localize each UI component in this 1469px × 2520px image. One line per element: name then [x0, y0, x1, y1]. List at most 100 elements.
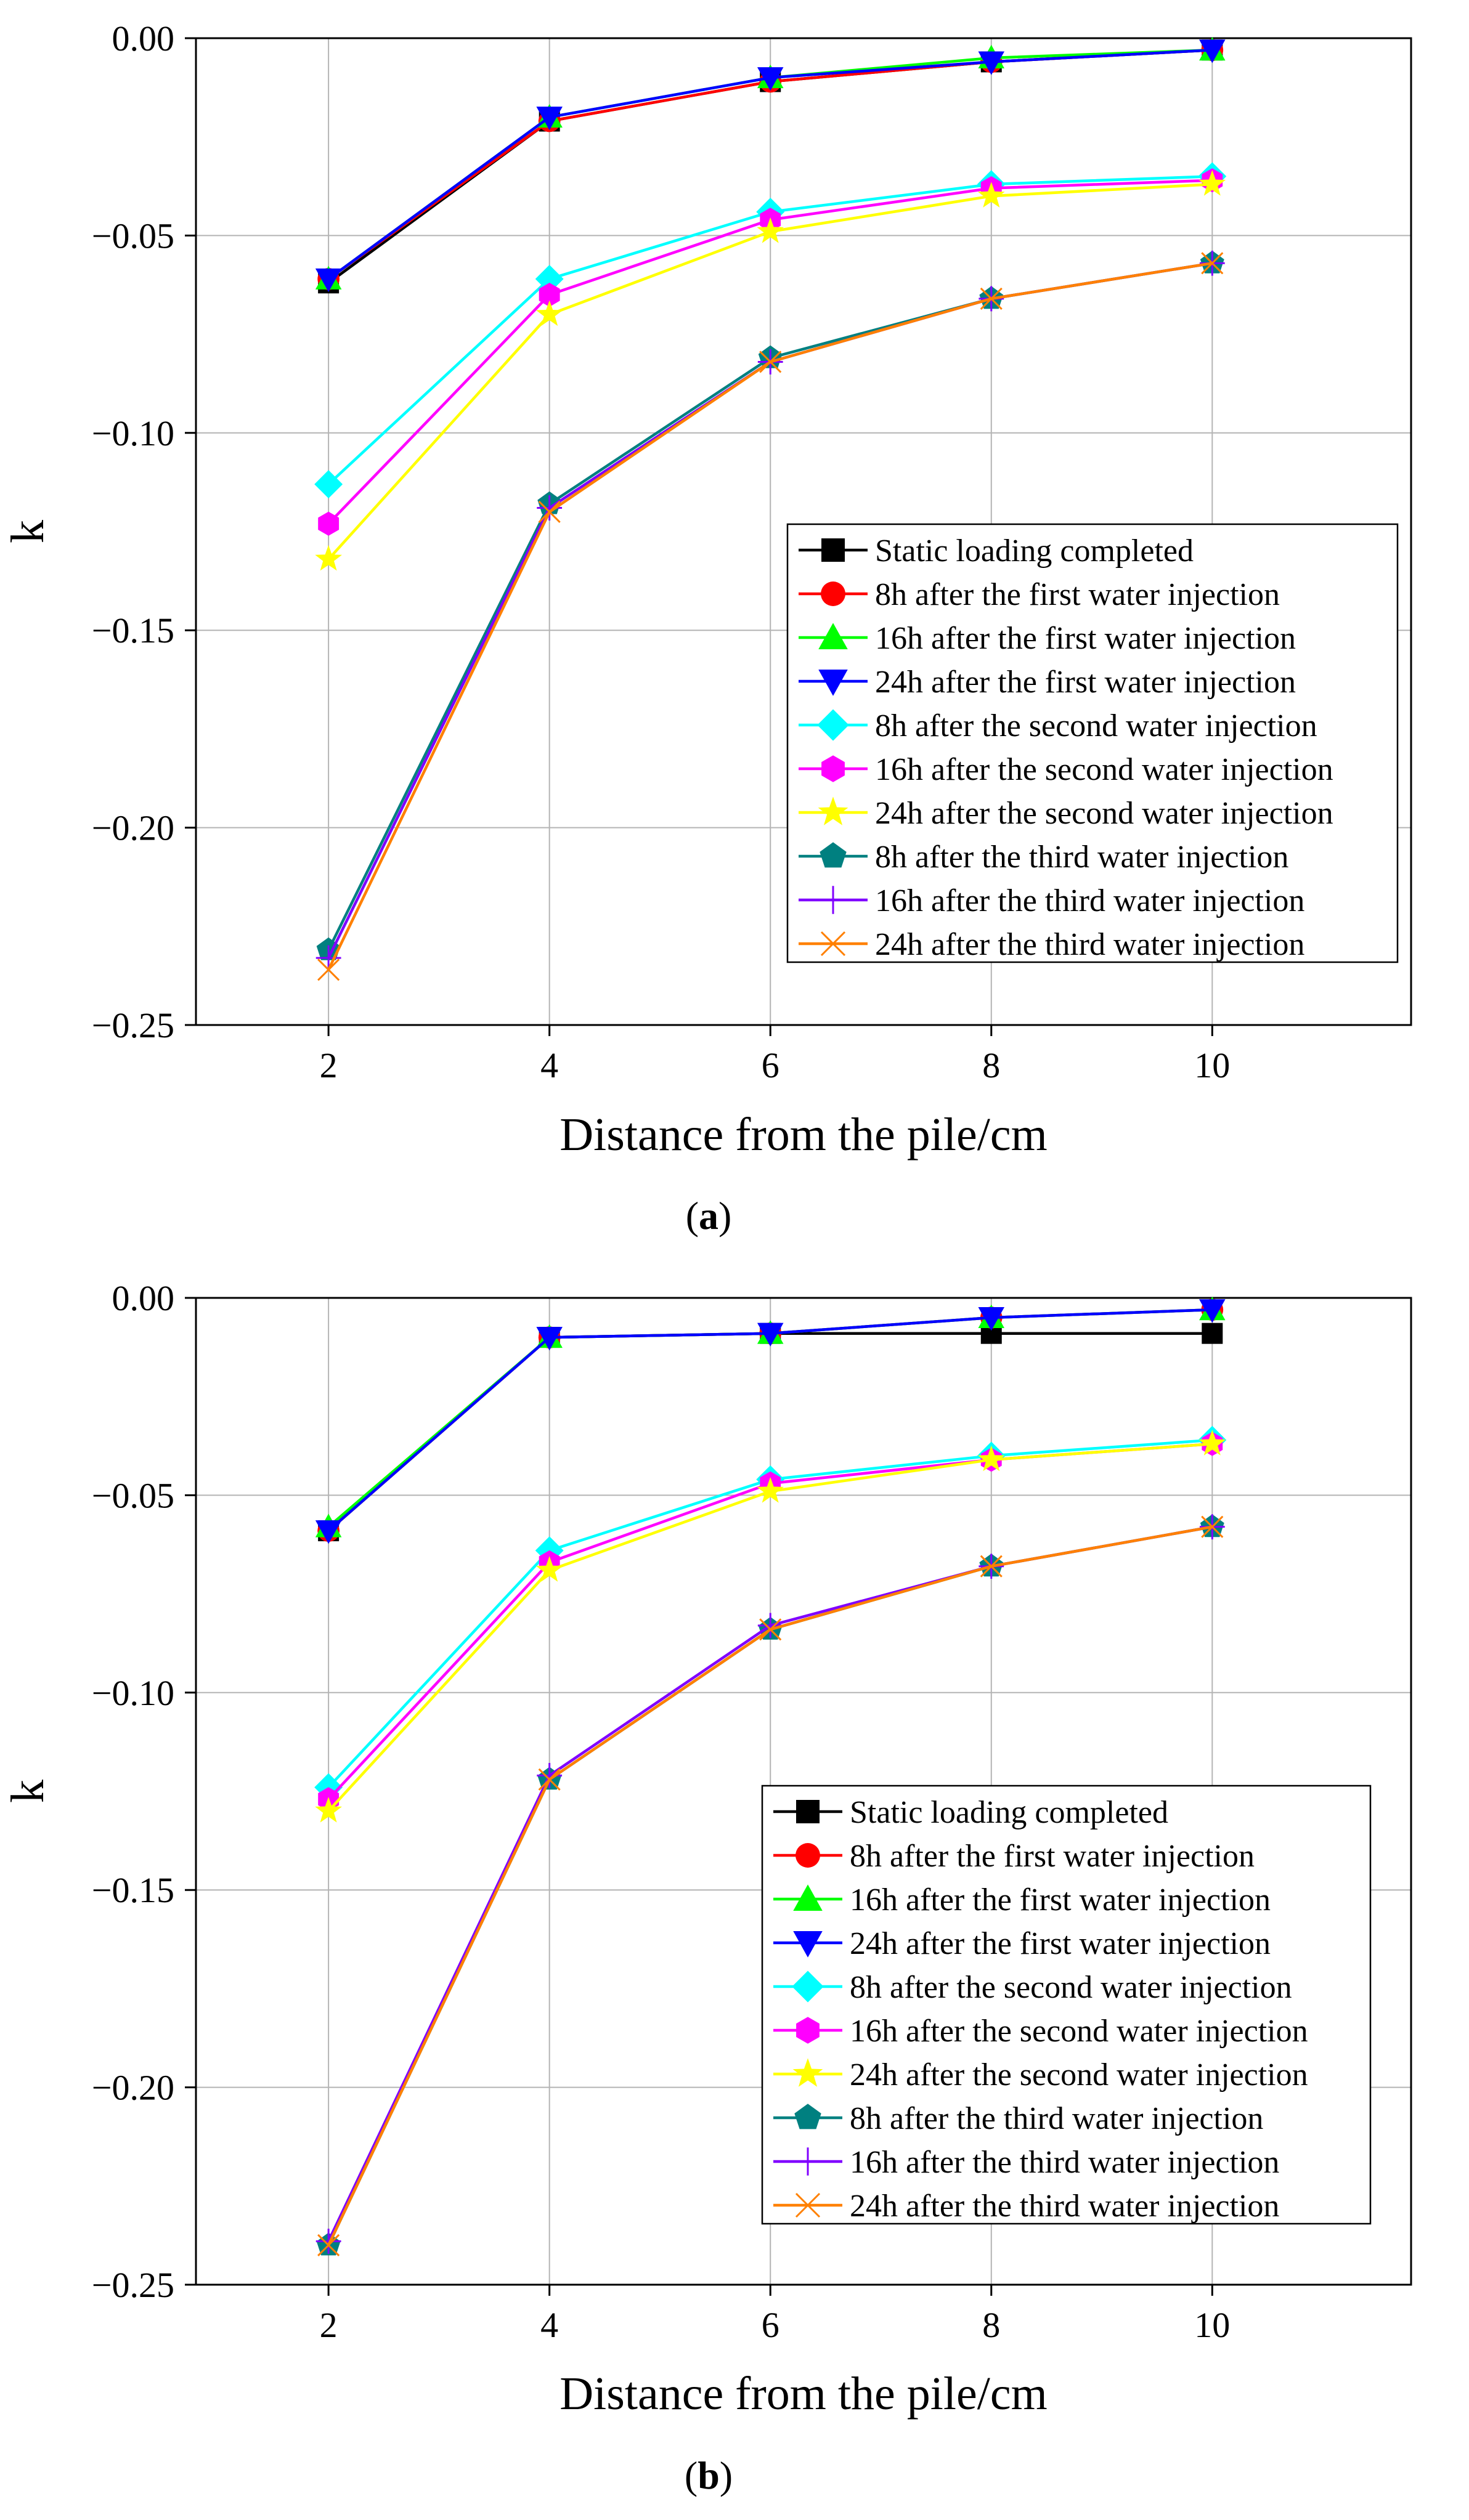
legend: Static loading completed 8h after the fir…: [761, 1785, 1372, 2225]
legend-entry: 16h after the first water injection: [799, 621, 1296, 656]
data-point: [759, 1618, 782, 1641]
legend-marker: [796, 2017, 820, 2044]
x-tick-label: 2: [320, 2305, 338, 2345]
legend-entry: 8h after the first water injection: [773, 1839, 1255, 1874]
legend-label: 16h after the third water injection: [875, 883, 1304, 918]
y-tick-label: −0.10: [92, 1673, 174, 1713]
data-point: [1199, 1299, 1226, 1323]
data-point: [535, 264, 564, 293]
series-7: [315, 1430, 1226, 1823]
legend-label: Static loading completed: [875, 533, 1194, 569]
chart-panel-b: 2 4 6 8 10 0.00 −0.05 −0.10 −0.15 −0.20 −0.25 Dista…: [2, 1278, 1412, 2497]
data-point: [977, 1445, 1005, 1472]
legend-label: 16h after the second water injection: [875, 752, 1333, 787]
panel-caption: (a): [686, 1194, 732, 1238]
legend-marker: [820, 842, 847, 868]
data-point: [536, 107, 563, 131]
legend-entry: 8h after the third water injection: [773, 2101, 1263, 2136]
data-point: [759, 350, 782, 373]
legend-marker: [818, 670, 848, 696]
data-point: [978, 1307, 1005, 1331]
data-point: [318, 511, 340, 536]
legend-label: 16h after the second water injection: [850, 2014, 1308, 2049]
legend-marker: [796, 1800, 820, 1823]
legend-label: 16h after the first water injection: [850, 1882, 1271, 1918]
legend-entry: 16h after the second water injection: [773, 2014, 1308, 2049]
legend-label: 24h after the first water injection: [850, 1926, 1271, 1961]
x-tick-label: 8: [982, 1045, 1000, 1085]
plot-frame: [195, 1297, 1412, 2286]
y-axis-label: k: [2, 1780, 54, 1803]
data-point: [757, 67, 784, 91]
legend-label: 8h after the first water injection: [875, 577, 1280, 612]
data-point: [537, 1762, 563, 1788]
y-tick-label: −0.20: [92, 808, 174, 848]
chart-panel-a: 2 4 6 8 10 0.00 −0.05 −0.10 −0.15 −0.20 −0.25 Dista…: [2, 18, 1412, 1238]
legend-marker: [794, 2147, 822, 2176]
legend-marker: [821, 755, 845, 782]
legend-marker: [792, 1971, 824, 2003]
data-point: [1198, 170, 1226, 196]
data-point: [1198, 1430, 1226, 1456]
data-point: [315, 945, 341, 971]
legend-label: 24h after the first water injection: [875, 665, 1296, 700]
data-point: [315, 2229, 341, 2254]
legend-box: [786, 523, 1399, 963]
series-7: [315, 170, 1226, 571]
legend-marker: [796, 1843, 820, 1868]
data-point: [1201, 252, 1224, 275]
x-axis-label: Distance from the pile/cm: [560, 1109, 1047, 1161]
data-point: [1202, 1323, 1223, 1344]
data-point: [978, 51, 1005, 75]
y-tick-label: 0.00: [112, 18, 175, 59]
legend-entry: 24h after the second water injection: [773, 2057, 1308, 2093]
legend-marker: [821, 538, 845, 562]
legend-label: 8h after the third water injection: [850, 2101, 1263, 2136]
legend-label: 24h after the third water injection: [850, 2189, 1279, 2224]
legend-marker: [795, 2192, 821, 2218]
legend-marker: [819, 886, 847, 914]
legend-entry: 16h after the third water injection: [799, 883, 1304, 918]
x-tick-label: 6: [762, 1045, 779, 1085]
legend-entry: 24h after the second water injection: [799, 796, 1333, 831]
data-point: [980, 287, 1003, 310]
legend-entry: Static loading completed: [773, 1795, 1168, 1830]
data-point: [980, 1555, 1003, 1578]
data-point: [317, 958, 340, 981]
x-tick-label: 4: [540, 1045, 558, 1085]
y-tick-label: 0.00: [112, 1278, 175, 1318]
data-point: [315, 545, 342, 571]
data-point: [314, 470, 343, 499]
data-point: [535, 300, 563, 326]
legend-marker: [793, 1931, 823, 1958]
y-tick-label: −0.15: [92, 610, 174, 650]
x-tick-label: 4: [540, 2305, 558, 2345]
legend-entry: 8h after the second water injection: [799, 708, 1317, 743]
x-axis-label: Distance from the pile/cm: [560, 2368, 1047, 2420]
y-tick-label: −0.25: [92, 2265, 174, 2305]
data-point: [315, 1797, 342, 1823]
x-tick-label: 8: [982, 2305, 1000, 2345]
x-tick-label: 2: [320, 1045, 338, 1085]
legend-label: Static loading completed: [850, 1795, 1168, 1830]
plot-frame: [195, 37, 1412, 1026]
legend-entry: Static loading completed: [799, 533, 1194, 569]
data-point: [317, 2234, 340, 2256]
legend-entry: 24h after the first water injection: [773, 1926, 1271, 1961]
data-point: [538, 500, 561, 524]
legend: Static loading completed 8h after the fir…: [786, 523, 1399, 963]
legend-label: 24h after the third water injection: [875, 927, 1304, 962]
legend-entry: 24h after the third water injection: [773, 2189, 1279, 2224]
legend-marker: [794, 2104, 821, 2129]
data-point: [535, 1556, 563, 1582]
legend-label: 16h after the third water injection: [850, 2145, 1279, 2180]
data-point: [538, 1768, 561, 1791]
data-point: [757, 217, 784, 243]
legend-label: 8h after the second water injection: [875, 708, 1317, 743]
y-tick-label: −0.05: [92, 216, 174, 256]
data-point: [537, 495, 563, 521]
legend-label: 8h after the third water injection: [875, 840, 1288, 875]
series-10: [317, 1515, 1224, 2256]
y-tick-label: −0.15: [92, 1870, 174, 1910]
